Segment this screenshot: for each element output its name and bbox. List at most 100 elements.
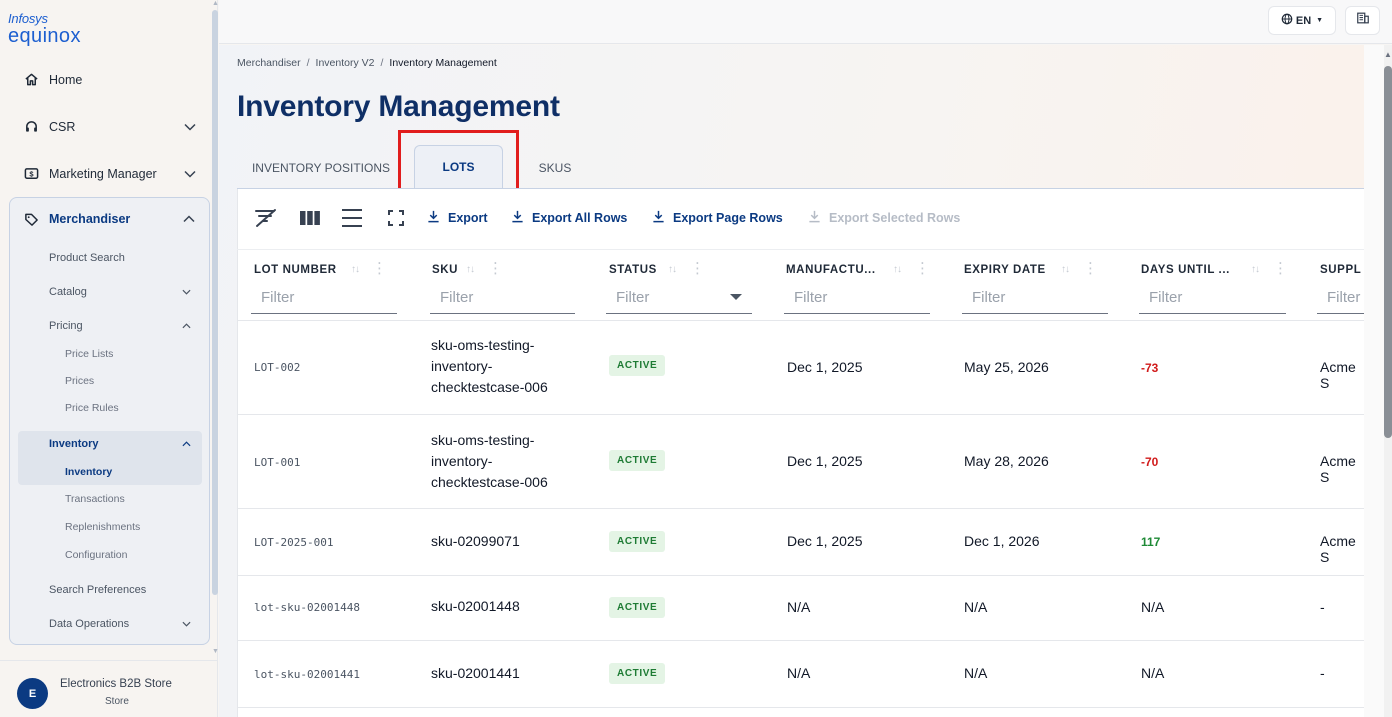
cell-days-until-expiry: 117	[1141, 535, 1161, 549]
column-menu-icon[interactable]: ⋮	[690, 260, 705, 277]
sidebar-item-home[interactable]: Home	[0, 56, 210, 103]
sidebar-item-label: Merchandiser	[49, 212, 131, 226]
sidebar-item-marketing-manager[interactable]: $ Marketing Manager	[0, 150, 210, 197]
data-grid	[237, 189, 1364, 717]
filter-manufactured[interactable]: Filter	[784, 288, 930, 314]
column-menu-icon[interactable]: ⋮	[372, 260, 387, 277]
sidebar-item-label: CSR	[49, 119, 76, 134]
sidebar-item-label: Data Operations	[49, 618, 130, 630]
store-switcher[interactable]: E Electronics B2B Store Store	[0, 660, 218, 717]
sidebar-item-search-preferences[interactable]: Search Preferences	[10, 584, 209, 596]
table-row[interactable]: LOT-002 sku-oms-testing- inventory- chec…	[237, 321, 1364, 415]
sidebar-item-prices[interactable]: Prices	[10, 375, 209, 387]
sort-icon[interactable]: ↑↓	[1061, 264, 1070, 275]
sidebar-item-inventory-active[interactable]: Inventory	[10, 466, 209, 478]
page-scrollbar-thumb[interactable]	[1384, 66, 1392, 438]
chevron-up-icon	[182, 320, 191, 332]
export-selected-rows-label: Export Selected Rows	[829, 211, 961, 225]
home-icon	[22, 71, 40, 89]
column-menu-icon[interactable]: ⋮	[488, 260, 503, 277]
sidebar-scrollbar-thumb[interactable]	[212, 10, 218, 595]
sidebar-item-price-rules[interactable]: Price Rules	[10, 402, 209, 414]
cell-days-until-expiry: -73	[1141, 361, 1159, 375]
sidebar-item-label: Marketing Manager	[49, 166, 157, 181]
sidebar-item-price-lists[interactable]: Price Lists	[10, 348, 209, 360]
sort-icon[interactable]: ↑↓	[351, 264, 360, 275]
export-selected-rows-button[interactable]: Export Selected Rows	[808, 207, 960, 229]
filter-off-icon[interactable]	[253, 205, 279, 231]
column-header-manufactured[interactable]: MANUFACTU...	[786, 264, 876, 276]
sidebar-item-pricing[interactable]: Pricing	[10, 320, 209, 332]
sidebar-item-configuration[interactable]: Configuration	[10, 549, 209, 561]
table-row[interactable]: LOT-2025-001 sku-02099071 ACTIVE Dec 1, …	[237, 509, 1364, 576]
sort-icon[interactable]: ↑↓	[1251, 264, 1260, 275]
sidebar-scroll-up-icon[interactable]: ▲	[212, 0, 219, 7]
filter-sku[interactable]: Filter	[430, 288, 575, 314]
filter-status[interactable]: Filter	[606, 288, 752, 314]
columns-icon[interactable]	[297, 205, 323, 231]
chevron-up-icon	[183, 212, 195, 226]
tab-lots[interactable]: LOTS	[414, 145, 503, 188]
table-row[interactable]: lot-sku-02001448 sku-02001448 ACTIVE N/A…	[237, 576, 1364, 641]
sidebar-item-merchandiser[interactable]: Merchandiser	[10, 198, 209, 240]
merchandiser-section: Merchandiser Product Search Catalog Pric…	[9, 197, 210, 645]
filter-lot-number[interactable]: Filter	[251, 288, 397, 314]
cell-manufactured: Dec 1, 2025	[787, 359, 863, 375]
brand-logo[interactable]: Infosys equinox	[8, 12, 81, 46]
cell-manufactured: N/A	[787, 599, 811, 615]
sku-line: inventory-	[431, 358, 493, 374]
sidebar-item-product-search[interactable]: Product Search	[10, 252, 209, 264]
cell-sku: sku-02099071	[431, 531, 520, 552]
nav-top: Home CSR $ Marketing Manager	[0, 56, 210, 197]
table-row[interactable]: lot-sku-02001441 sku-02001441 ACTIVE N/A…	[237, 641, 1364, 708]
store-switch-button[interactable]	[1345, 6, 1380, 35]
fullscreen-icon[interactable]	[383, 205, 409, 231]
column-menu-icon[interactable]: ⋮	[915, 260, 930, 277]
breadcrumb-item[interactable]: Merchandiser	[237, 57, 301, 69]
sort-icon[interactable]: ↑↓	[893, 264, 902, 275]
top-bar	[219, 0, 1392, 44]
column-header-days-until-expiry[interactable]: DAYS UNTIL ...	[1141, 264, 1230, 276]
scroll-up-icon[interactable]: ▲	[1384, 50, 1392, 59]
column-header-lot-number[interactable]: LOT NUMBER	[254, 264, 337, 276]
store-type: Store	[105, 696, 129, 707]
column-header-expiry-date[interactable]: EXPIRY DATE	[964, 264, 1046, 276]
export-all-rows-button[interactable]: Export All Rows	[511, 207, 627, 229]
cell-sku: sku-02001441	[431, 663, 520, 684]
column-header-sku[interactable]: SKU	[432, 264, 459, 276]
column-menu-icon[interactable]: ⋮	[1273, 260, 1288, 277]
tab-skus[interactable]: SKUS	[538, 161, 572, 175]
sidebar-item-inventory[interactable]: Inventory	[10, 438, 209, 450]
sidebar: Infosys equinox ▲ ▼ Home CSR $ Marketing…	[0, 0, 219, 717]
sidebar-scroll-down-icon[interactable]: ▼	[212, 648, 219, 655]
export-page-rows-button[interactable]: Export Page Rows	[652, 207, 783, 229]
sidebar-item-csr[interactable]: CSR	[0, 103, 210, 150]
sidebar-item-catalog[interactable]: Catalog	[10, 286, 209, 298]
column-header-status[interactable]: STATUS	[609, 264, 657, 276]
language-selector[interactable]: EN ▼	[1268, 6, 1336, 35]
caret-down-icon: ▼	[1316, 17, 1324, 24]
filter-days-until-expiry[interactable]: Filter	[1139, 288, 1286, 314]
tab-inventory-positions[interactable]: INVENTORY POSITIONS	[251, 161, 391, 175]
filter-expiry-date[interactable]: Filter	[962, 288, 1108, 314]
sidebar-item-replenishments[interactable]: Replenishments	[10, 521, 209, 533]
sort-icon[interactable]: ↑↓	[668, 264, 677, 275]
filter-supplier[interactable]: Filter	[1317, 288, 1364, 314]
download-icon	[427, 210, 440, 226]
column-menu-icon[interactable]: ⋮	[1083, 260, 1098, 277]
column-header-supplier[interactable]: SUPPL	[1320, 264, 1362, 276]
sidebar-item-transactions[interactable]: Transactions	[10, 493, 209, 505]
cell-lot-number: lot-sku-02001441	[254, 668, 360, 681]
table-row[interactable]: LOT-001 sku-oms-testing- inventory- chec…	[237, 415, 1364, 509]
inventory-group	[18, 431, 202, 485]
export-label: Export	[448, 211, 488, 225]
cell-lot-number: lot-sku-02001448	[254, 601, 360, 614]
sort-icon[interactable]: ↑↓	[466, 264, 475, 275]
density-icon[interactable]	[339, 205, 365, 231]
export-button[interactable]: Export	[427, 207, 488, 229]
breadcrumb-item[interactable]: Inventory V2	[315, 57, 375, 69]
cell-supplier: Acme S	[1320, 533, 1356, 565]
sidebar-item-data-operations[interactable]: Data Operations	[10, 618, 209, 630]
cell-lot-number: LOT-002	[254, 361, 301, 374]
sku-line: sku-02099071	[431, 533, 520, 549]
